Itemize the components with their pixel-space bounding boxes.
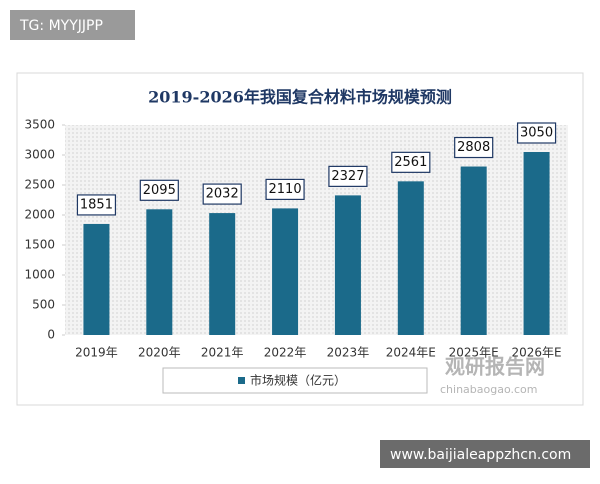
x-tick-label: 2020年 <box>138 346 181 360</box>
bar <box>523 152 550 335</box>
data-label: 2032 <box>206 187 239 202</box>
y-tick-label: 2000 <box>24 208 55 222</box>
legend-label: 市场规模（亿元） <box>250 373 346 388</box>
data-label: 2327 <box>331 169 364 184</box>
x-tick-label: 2019年 <box>75 346 118 360</box>
bar <box>209 213 236 335</box>
x-tick-label: 2022年 <box>264 346 307 360</box>
watermark-bottom: www.baijialeappzhcn.com <box>390 447 571 463</box>
data-label: 2095 <box>143 183 176 198</box>
data-label-box <box>516 122 557 144</box>
data-label: 2561 <box>394 155 427 170</box>
bar <box>83 223 110 335</box>
data-label-box <box>139 179 179 201</box>
bar <box>146 209 173 335</box>
y-tick-label: 1000 <box>24 268 55 282</box>
data-label-box <box>391 151 431 173</box>
x-tick-label: 2025年E <box>449 346 499 360</box>
logo-text: 观研报告网 <box>445 355 545 379</box>
data-label: 2110 <box>269 182 302 197</box>
legend-swatch <box>238 377 245 384</box>
y-tick-label: 1500 <box>24 238 55 252</box>
data-label: 1851 <box>80 197 113 212</box>
y-tick-label: 0 <box>47 328 55 342</box>
data-label: 3050 <box>520 126 553 141</box>
chart-title: 2019-2026年我国复合材料市场规模预测 <box>148 88 452 107</box>
x-tick-label: 2023年 <box>327 346 370 360</box>
data-label-box <box>76 194 117 216</box>
watermark-box <box>10 10 135 40</box>
x-tick-label: 2021年 <box>201 346 244 360</box>
bar <box>272 208 299 335</box>
y-tick-label: 3000 <box>24 148 55 162</box>
data-label: 2808 <box>457 140 490 155</box>
data-label-box <box>328 165 368 187</box>
x-tick-label: 2024年E <box>386 346 436 360</box>
watermark-box <box>380 440 590 468</box>
x-tick-label: 2026年E <box>512 346 562 360</box>
logo-url: chinabaogao.com <box>440 383 538 396</box>
data-label-box <box>265 178 305 200</box>
y-tick-label: 500 <box>32 298 55 312</box>
bar <box>460 166 487 335</box>
y-tick-label: 3500 <box>24 118 55 132</box>
watermark-top: TG: MYYJJPP <box>19 18 103 34</box>
bar <box>397 181 424 335</box>
legend-box <box>162 367 428 394</box>
data-label-box <box>202 183 242 205</box>
y-tick-label: 2500 <box>24 178 55 192</box>
bar <box>334 195 361 335</box>
data-label-box <box>454 136 494 159</box>
